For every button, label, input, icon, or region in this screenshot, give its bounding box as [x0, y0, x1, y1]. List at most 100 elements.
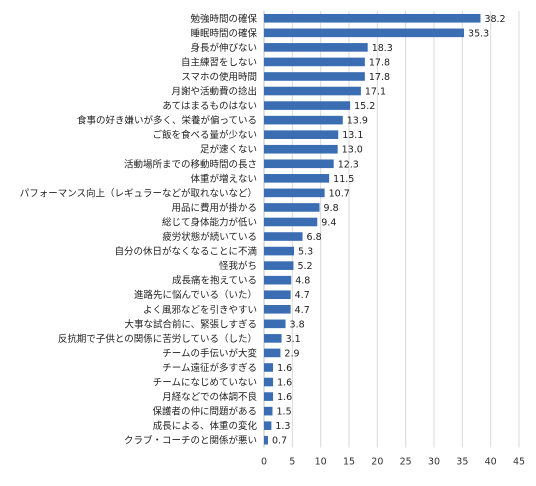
category-label: チームの手伝いが大変	[162, 347, 257, 359]
category-label: 保護者の仲に問題がある	[152, 406, 257, 418]
category-label: 大事な試合前に、緊張しすぎる	[124, 318, 257, 330]
value-label: 38.2	[484, 14, 505, 25]
bar	[264, 101, 351, 110]
value-label: 12.3	[338, 159, 359, 170]
category-label: チーム遠征が多すぎる	[162, 362, 257, 374]
value-label: 1.5	[277, 407, 292, 418]
category-label: 成長痛を抱えている	[172, 275, 257, 287]
category-label: パフォーマンス向上（レギュラーなどが取れないなど）	[20, 187, 257, 199]
bar	[264, 43, 368, 52]
bar	[264, 28, 465, 38]
bar	[264, 203, 320, 212]
category-label: 食事の好き嫌いが多く、栄養が偏っている	[77, 115, 257, 127]
value-label: 10.7	[329, 188, 350, 199]
value-label: 18.3	[372, 43, 393, 54]
category-label: 月経などでの体調不良	[162, 391, 257, 403]
value-label: 15.2	[354, 101, 375, 112]
bar	[264, 406, 273, 416]
value-label: 17.8	[369, 57, 390, 68]
value-label: 17.1	[365, 87, 386, 98]
bar	[264, 13, 481, 23]
category-label: 反抗期で子供との関係に苦労している（した）	[58, 333, 257, 345]
bar	[264, 174, 330, 183]
value-label: 17.8	[369, 72, 390, 83]
bar	[264, 319, 286, 329]
category-label: 成長による、体重の変化	[153, 420, 258, 432]
bar	[264, 261, 294, 270]
bar	[264, 435, 268, 445]
x-tick-label: 20	[371, 457, 383, 468]
category-label: 体重が増えない	[190, 173, 257, 185]
value-label: 4.7	[295, 290, 310, 301]
value-label: 5.2	[297, 261, 312, 272]
value-labels: 38.2 35.3 18.3 17.8 17.8 17.1 15.2 13.9 13.1 13.0…	[272, 14, 506, 447]
value-label: 1.3	[275, 421, 290, 432]
bar	[264, 275, 292, 285]
bar	[264, 57, 365, 67]
bar	[264, 363, 274, 372]
x-tick-label: 25	[400, 457, 412, 468]
bars	[264, 13, 481, 445]
bar	[264, 334, 282, 343]
value-label: 9.4	[321, 217, 336, 228]
bar	[264, 72, 365, 81]
value-label: 1.6	[277, 392, 292, 403]
category-label: 怪我がち	[219, 260, 257, 272]
bar	[264, 246, 295, 256]
value-label: 6.8	[307, 232, 322, 243]
value-label: 1.6	[277, 378, 292, 389]
category-label: 足が速くない	[200, 144, 257, 156]
value-label: 4.7	[295, 305, 310, 316]
value-label: 3.8	[290, 319, 305, 330]
bar	[264, 290, 291, 300]
category-label: あてはまるものはない	[162, 101, 257, 112]
x-tick-label: 40	[485, 457, 497, 468]
category-label: 活動場所までの移動時間の長さ	[124, 158, 257, 170]
bar	[264, 348, 281, 358]
value-label: 3.1	[286, 334, 301, 345]
bar	[264, 232, 303, 241]
category-label: チームになじめていない	[153, 378, 257, 389]
value-label: 2.9	[284, 348, 299, 359]
bar	[264, 392, 274, 401]
value-label: 13.1	[342, 130, 363, 141]
value-label: 11.5	[333, 174, 354, 185]
value-label: 4.8	[295, 276, 310, 287]
value-label: 0.7	[272, 436, 287, 447]
bar	[264, 304, 291, 314]
category-label: 用品に費用が掛かる	[171, 202, 257, 214]
x-tick-label: 10	[315, 457, 327, 468]
category-label: 月謝や活動費の捻出	[171, 86, 257, 98]
bar	[264, 115, 343, 125]
x-tick-label: 0	[261, 457, 267, 468]
value-label: 9.8	[324, 203, 339, 214]
category-label: 疲労状態が続いている	[162, 231, 257, 243]
bar	[264, 188, 325, 198]
category-label: 身長が伸びない	[190, 42, 257, 54]
x-tick-label: 5	[289, 457, 295, 468]
value-label: 35.3	[468, 28, 489, 39]
category-label: 自主練習をしない	[181, 56, 257, 68]
bar	[264, 159, 334, 169]
category-label: 睡眠時間の確保	[190, 27, 257, 39]
category-label: クラブ・コーチのと関係が悪い	[124, 435, 257, 447]
x-tick-label: 35	[456, 457, 468, 468]
value-label: 13.0	[342, 145, 363, 156]
x-axis-tick-labels: 0 5 10 15 20 25 30 35 40 45	[261, 457, 525, 468]
category-labels: 勉強時間の確保睡眠時間の確保身長が伸びない自主練習をしないスマホの使用時間月謝や…	[20, 13, 258, 447]
category-label: 総じて身体能力が低い	[162, 216, 257, 228]
category-label: 自分の休日がなくなることに不満	[114, 246, 257, 258]
bar	[264, 377, 274, 387]
category-label: スマホの使用時間	[181, 71, 257, 83]
bar	[264, 86, 361, 96]
value-label: 5.3	[298, 247, 313, 258]
x-tick-label: 45	[513, 457, 525, 468]
category-label: 勉強時間の確保	[190, 13, 257, 25]
category-label: 進路先に悩んでいる（いた）	[134, 289, 257, 301]
value-label: 13.9	[347, 116, 368, 127]
value-label: 1.6	[277, 363, 292, 374]
bar	[264, 144, 338, 154]
category-label: ご飯を食べる量が少ない	[152, 129, 257, 141]
bar	[264, 130, 339, 139]
